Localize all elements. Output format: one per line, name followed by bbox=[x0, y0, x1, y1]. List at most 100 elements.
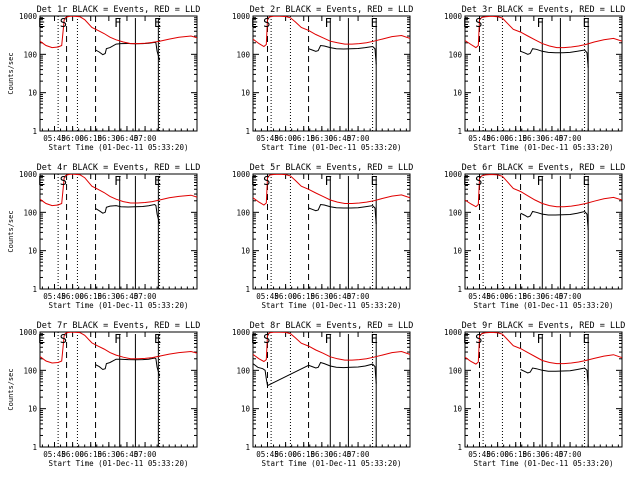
x-tick-label: 06:30 bbox=[523, 134, 546, 143]
x-tick-label: 05:45 bbox=[468, 450, 491, 459]
y-tick-label: 100 bbox=[23, 366, 37, 375]
marker-letter: E bbox=[583, 174, 590, 188]
detector-panel: Det 6r BLACK = Events, RED = LLD 1 10 100 10… bbox=[444, 163, 625, 310]
marker-letter: E bbox=[583, 16, 590, 30]
y-tick-label: 10 bbox=[241, 247, 251, 256]
x-tick-label: 05:45 bbox=[43, 292, 66, 301]
marker-letter: E bbox=[251, 332, 258, 346]
marker-letter: E bbox=[463, 16, 470, 30]
marker-letter: E bbox=[251, 16, 258, 30]
lld-series-line bbox=[40, 16, 197, 49]
y-tick-label: 1 bbox=[32, 443, 37, 452]
events-series-line bbox=[520, 48, 589, 68]
x-tick-label: 06:30 bbox=[98, 292, 121, 301]
marker-letter: E bbox=[251, 174, 258, 188]
x-tick-label: 06:00 bbox=[486, 292, 509, 301]
x-tick-label: 06:15 bbox=[79, 292, 102, 301]
panel-title: Det 6r BLACK = Events, RED = LLD bbox=[462, 163, 626, 173]
marker-letter: F bbox=[537, 174, 544, 188]
y-tick-label: 1 bbox=[32, 285, 37, 294]
marker-letter: F bbox=[114, 332, 121, 346]
x-tick-label: 06:30 bbox=[98, 134, 121, 143]
y-tick-label: 10 bbox=[241, 405, 251, 414]
marker-letter: E bbox=[38, 174, 45, 188]
x-tick-label: 05:45 bbox=[43, 134, 66, 143]
marker-letter: E bbox=[154, 332, 161, 346]
x-tick-label: 07:00 bbox=[559, 450, 582, 459]
marker-letter: E bbox=[154, 16, 161, 30]
x-tick-label: 05:45 bbox=[256, 134, 279, 143]
detector-panel: Det 9r BLACK = Events, RED = LLD 1 10 100 10… bbox=[444, 321, 625, 468]
events-series-line bbox=[308, 203, 377, 224]
x-axis-label: Start Time (01-Dec-11 05:33:20) bbox=[49, 301, 189, 310]
y-tick-label: 1 bbox=[457, 127, 462, 136]
marker-letter: S bbox=[475, 174, 482, 188]
y-tick-label: 100 bbox=[23, 50, 37, 59]
x-tick-label: 06:15 bbox=[504, 134, 527, 143]
x-tick-label: 05:45 bbox=[468, 134, 491, 143]
plot-area bbox=[40, 174, 197, 289]
x-axis-label: Start Time (01-Dec-11 05:33:20) bbox=[474, 301, 614, 310]
panel-title: Det 3r BLACK = Events, RED = LLD bbox=[462, 5, 626, 15]
x-tick-label: 06:45 bbox=[329, 134, 352, 143]
y-tick-label: 100 bbox=[448, 208, 462, 217]
x-tick-label: 06:30 bbox=[523, 292, 546, 301]
x-tick-label: 07:00 bbox=[134, 292, 157, 301]
plot-area bbox=[40, 332, 197, 447]
y-tick-label: 100 bbox=[236, 366, 250, 375]
x-tick-label: 05:45 bbox=[43, 450, 66, 459]
y-tick-label: 1 bbox=[457, 285, 462, 294]
lld-series-line bbox=[40, 174, 197, 207]
detector-panel: Det 2r BLACK = Events, RED = LLD 1 10 100 10… bbox=[232, 5, 413, 152]
marker-letter: E bbox=[371, 16, 378, 30]
y-tick-label: 100 bbox=[448, 50, 462, 59]
events-series-line bbox=[95, 41, 161, 61]
x-tick-label: 06:00 bbox=[274, 450, 297, 459]
y-tick-label: 10 bbox=[453, 405, 463, 414]
events-series-line bbox=[95, 357, 161, 377]
y-tick-label: 10 bbox=[28, 247, 38, 256]
lld-series-line bbox=[253, 16, 410, 48]
marker-letter: S bbox=[475, 16, 482, 30]
x-axis-label: Start Time (01-Dec-11 05:33:20) bbox=[474, 143, 614, 152]
y-tick-label: 100 bbox=[236, 208, 250, 217]
x-tick-label: 06:00 bbox=[61, 134, 84, 143]
x-tick-label: 07:00 bbox=[347, 292, 370, 301]
x-tick-label: 06:30 bbox=[311, 134, 334, 143]
x-tick-label: 07:00 bbox=[347, 450, 370, 459]
marker-letter: F bbox=[114, 174, 121, 188]
plot-frame bbox=[464, 15, 623, 132]
events-series-line bbox=[95, 203, 161, 225]
x-tick-label: 07:00 bbox=[347, 134, 370, 143]
x-tick-label: 06:30 bbox=[523, 450, 546, 459]
x-axis-label: Start Time (01-Dec-11 05:33:20) bbox=[474, 459, 614, 468]
y-axis-label: Counts/sec bbox=[7, 210, 15, 252]
panel-title: Det 1r BLACK = Events, RED = LLD bbox=[37, 5, 201, 15]
panel-title: Det 8r BLACK = Events, RED = LLD bbox=[250, 321, 414, 331]
x-tick-label: 05:45 bbox=[256, 292, 279, 301]
y-tick-label: 1000 bbox=[444, 170, 463, 179]
x-tick-label: 05:45 bbox=[468, 292, 491, 301]
marker-letter: S bbox=[60, 174, 67, 188]
x-tick-label: 06:15 bbox=[79, 134, 102, 143]
detector-panel: Det 7r BLACK = Events, RED = LLD 1 10 100 10… bbox=[7, 321, 200, 468]
marker-letter: S bbox=[475, 332, 482, 346]
y-tick-label: 10 bbox=[28, 405, 38, 414]
panel-title: Det 7r BLACK = Events, RED = LLD bbox=[37, 321, 201, 331]
x-tick-label: 06:15 bbox=[504, 450, 527, 459]
x-tick-label: 06:30 bbox=[311, 292, 334, 301]
detector-panel: Det 5r BLACK = Events, RED = LLD 1 10 100 10… bbox=[232, 163, 413, 310]
x-tick-label: 06:30 bbox=[98, 450, 121, 459]
x-tick-label: 06:45 bbox=[329, 292, 352, 301]
x-tick-label: 06:00 bbox=[486, 134, 509, 143]
y-tick-label: 1 bbox=[245, 127, 250, 136]
marker-letter: E bbox=[38, 16, 45, 30]
x-tick-label: 06:45 bbox=[116, 134, 139, 143]
lld-series-line bbox=[465, 332, 622, 365]
lld-series-line bbox=[253, 174, 410, 206]
plot-frame bbox=[252, 15, 411, 132]
x-tick-label: 06:15 bbox=[292, 134, 315, 143]
x-tick-label: 06:00 bbox=[61, 292, 84, 301]
y-tick-label: 10 bbox=[28, 89, 38, 98]
x-tick-label: 06:45 bbox=[116, 292, 139, 301]
